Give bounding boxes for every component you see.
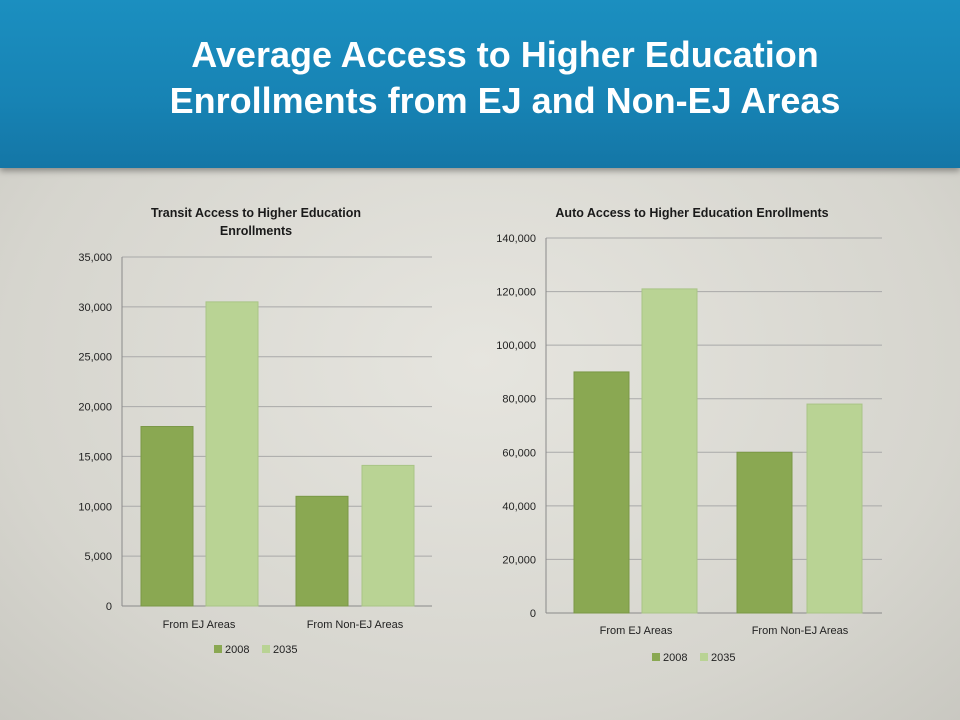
legend-swatch-2008 [214, 645, 222, 653]
legend-swatch-2035 [262, 645, 270, 653]
slide-title-line-1: Average Access to Higher Education [191, 34, 819, 75]
y-tick-label: 80,000 [502, 394, 536, 406]
legend-label-2035: 2035 [711, 652, 735, 664]
x-category-label: From Non-EJ Areas [307, 619, 404, 631]
y-tick-label: 15,000 [78, 451, 112, 463]
legend-label-2008: 2008 [225, 644, 249, 656]
y-tick-label: 100,000 [496, 340, 536, 352]
chart-title: Enrollments [220, 224, 292, 238]
bar-2008-ej [573, 371, 630, 614]
bar-2035-ej [205, 301, 259, 607]
y-tick-label: 20,000 [78, 402, 112, 414]
y-tick-label: 20,000 [502, 554, 536, 566]
y-tick-label: 25,000 [78, 352, 112, 364]
legend-swatch-2035 [700, 653, 708, 661]
bar-2008-ej [140, 426, 194, 607]
y-tick-label: 140,000 [496, 233, 536, 245]
bar-2008-non-ej [736, 451, 793, 614]
y-tick-label: 30,000 [78, 302, 112, 314]
legend-swatch-2008 [652, 653, 660, 661]
x-category-label: From Non-EJ Areas [752, 625, 849, 637]
slide-title-line-2: Enrollments from EJ and Non-EJ Areas [169, 80, 841, 121]
bar-2008-non-ej [295, 495, 349, 607]
y-tick-label: 60,000 [502, 447, 536, 459]
y-tick-label: 5,000 [84, 551, 112, 563]
chart-title: Transit Access to Higher Education [151, 206, 361, 220]
y-tick-label: 0 [530, 608, 536, 620]
x-category-label: From EJ Areas [163, 619, 236, 631]
y-tick-label: 35,000 [78, 252, 112, 264]
legend-label-2008: 2008 [663, 652, 687, 664]
y-tick-label: 10,000 [78, 501, 112, 513]
bar-2035-non-ej [806, 403, 863, 614]
slide-title: Average Access to Higher Education Enrol… [80, 32, 930, 124]
chart-title: Auto Access to Higher Education Enrollme… [555, 206, 828, 220]
legend-label-2035: 2035 [273, 644, 297, 656]
slide-header-band: Average Access to Higher Education Enrol… [0, 0, 960, 168]
y-tick-label: 120,000 [496, 287, 536, 299]
y-tick-label: 0 [106, 601, 112, 613]
x-category-label: From EJ Areas [600, 625, 673, 637]
y-tick-label: 40,000 [502, 501, 536, 513]
bar-2035-non-ej [361, 464, 415, 607]
bar-2035-ej [641, 288, 698, 614]
